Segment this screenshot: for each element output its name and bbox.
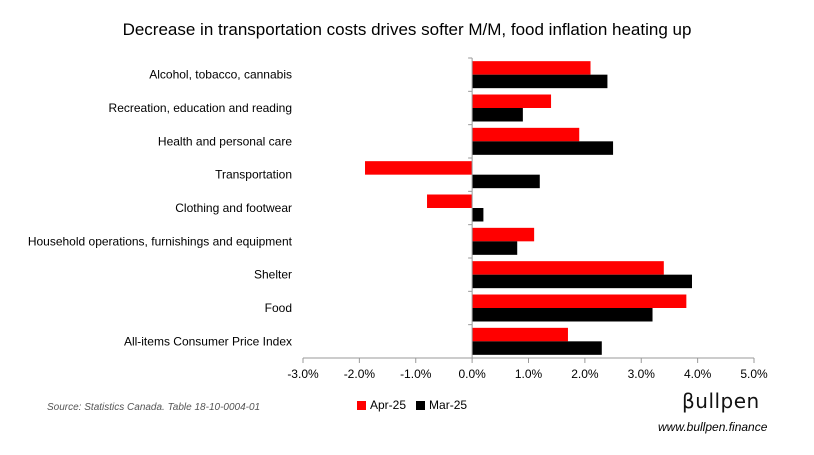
bar-mar-5 — [472, 241, 518, 255]
x-tick-label: -3.0% — [287, 367, 319, 381]
category-label: Health and personal care — [158, 134, 292, 148]
x-tick-label: 0.0% — [458, 367, 486, 381]
bar-mar-6 — [472, 274, 692, 289]
category-label: Food — [265, 301, 292, 315]
bar-apr-8 — [472, 327, 568, 342]
legend-item-apr: Apr-25 — [357, 398, 406, 412]
bar-apr-4 — [427, 194, 473, 208]
x-tick-label: 2.0% — [571, 367, 599, 381]
x-tick-label: -1.0% — [400, 367, 432, 381]
category-label: Transportation — [215, 168, 292, 182]
bar-mar-3 — [472, 174, 540, 189]
category-label: Recreation, education and reading — [109, 101, 292, 115]
bar-apr-6 — [472, 261, 664, 275]
bar-mar-4 — [472, 208, 484, 222]
bar-mar-1 — [472, 108, 523, 122]
legend-swatch-mar — [416, 400, 426, 410]
bar-mar-8 — [472, 341, 602, 355]
bar-mar-7 — [472, 308, 653, 322]
x-tick-label: -2.0% — [344, 367, 376, 381]
legend-label-apr: Apr-25 — [370, 398, 407, 412]
bar-apr-2 — [472, 127, 580, 142]
legend-label-mar: Mar-25 — [429, 398, 468, 412]
category-label: Clothing and footwear — [175, 201, 292, 215]
legend-swatch-apr — [357, 400, 366, 410]
x-tick-label: 1.0% — [515, 367, 543, 381]
brand-logo: βullpen — [682, 389, 760, 413]
x-tick-label: 4.0% — [684, 367, 712, 381]
x-tick-label: 5.0% — [740, 367, 768, 381]
chart-title: Decrease in transportation costs drives … — [122, 20, 692, 39]
bar-apr-7 — [472, 294, 687, 308]
bar-apr-5 — [472, 227, 535, 242]
bar-apr-3 — [365, 161, 473, 175]
bar-apr-1 — [472, 94, 552, 108]
category-label: Household operations, furnishings and eq… — [28, 234, 293, 248]
category-label: Alcohol, tobacco, cannabis — [149, 68, 292, 82]
legend-item-mar: Mar-25 — [416, 398, 467, 412]
x-tick-label: 3.0% — [628, 367, 656, 381]
legend: Apr-25 Mar-25 — [357, 398, 467, 412]
bar-mar-2 — [472, 141, 614, 155]
source-note: Source: Statistics Canada. Table 18-10-0… — [47, 402, 261, 413]
bar-apr-0 — [472, 61, 591, 75]
category-label: Shelter — [254, 268, 292, 282]
brand-url: www.bullpen.finance — [658, 420, 768, 434]
bar-mar-0 — [472, 74, 608, 89]
category-label: All-items Consumer Price Index — [124, 334, 292, 348]
